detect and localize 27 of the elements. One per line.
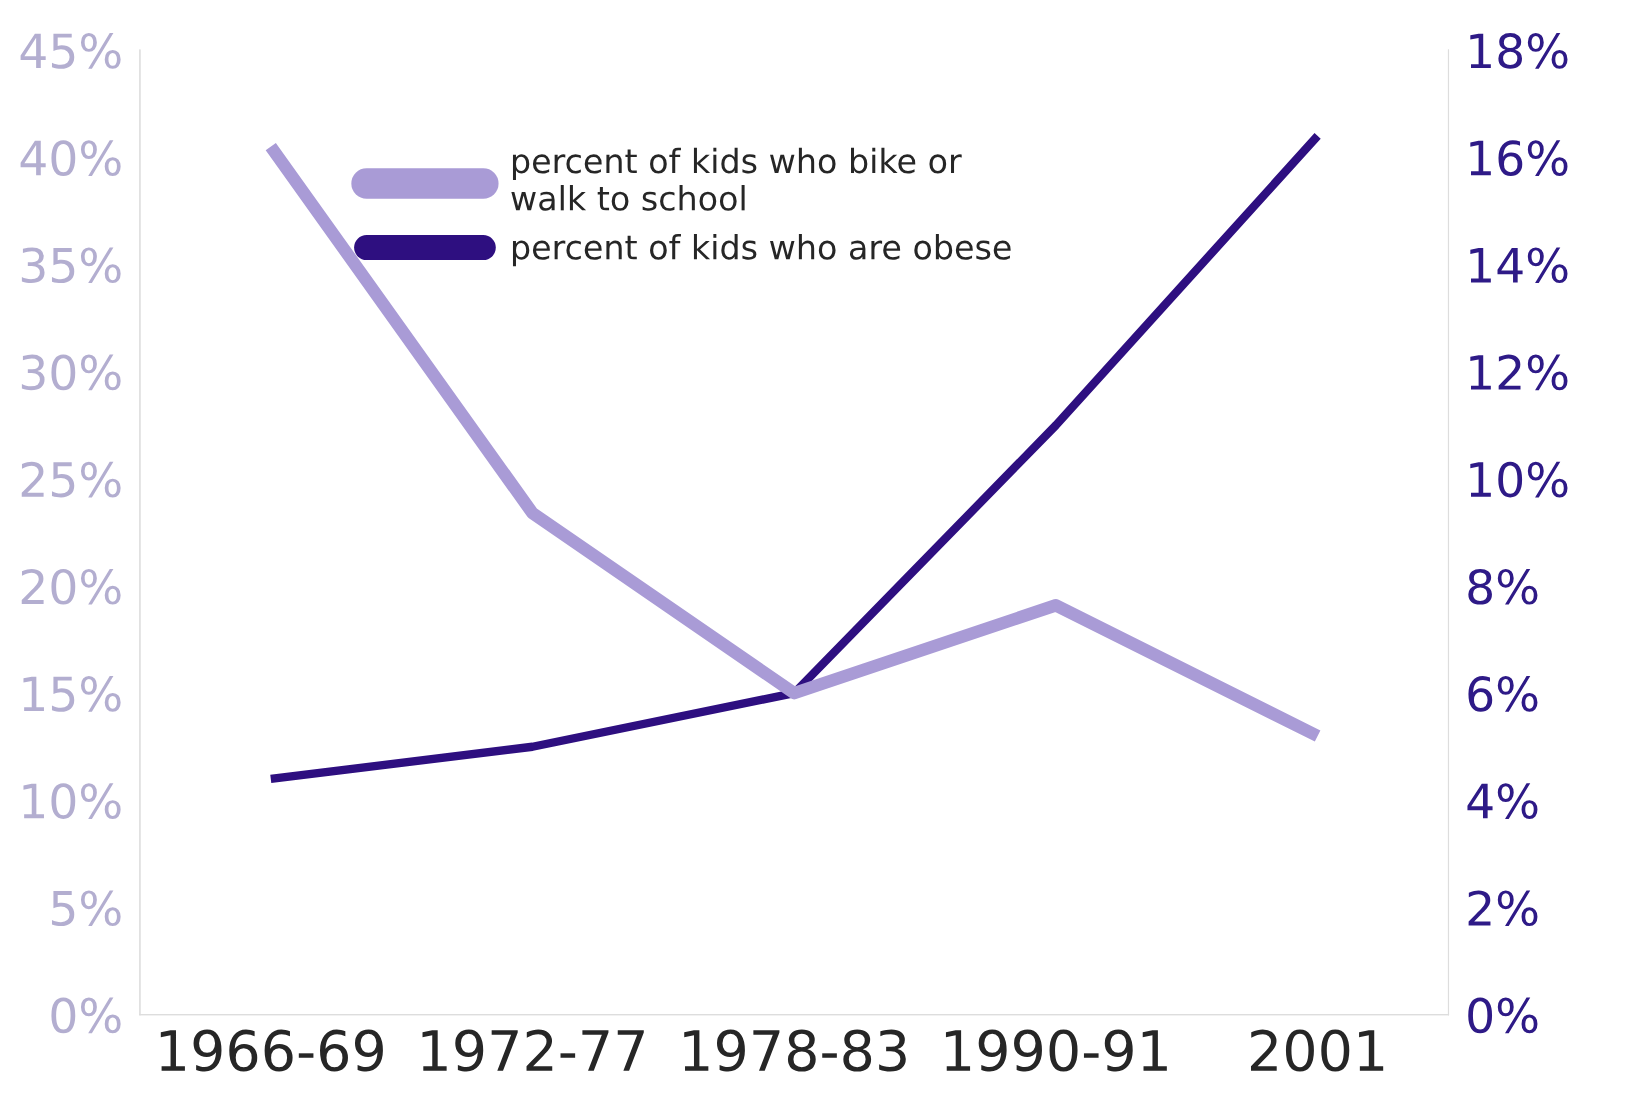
y-tick-label: 25% — [21, 461, 121, 498]
y2-tick-label: 14% — [1470, 247, 1568, 284]
x-tick-label: 2001 — [1251, 1029, 1384, 1072]
y-tick-label: 10% — [23, 783, 121, 819]
y-tick-label: 30% — [21, 354, 121, 391]
y2-tick-label: 18% — [1470, 33, 1568, 69]
x-tick-label: 1966-69 — [160, 1029, 383, 1072]
y-tick-label: 15% — [23, 676, 121, 712]
y2-tick-label: 12% — [1470, 354, 1568, 391]
y2-tick-label: 4% — [1467, 783, 1538, 819]
y-tick-label: 20% — [21, 568, 121, 605]
x-tick-label: 1978-83 — [684, 1029, 906, 1072]
x-tick-label: 1990-91 — [945, 1029, 1167, 1072]
y2-tick-label: 8% — [1468, 568, 1538, 605]
y2-tick-label: 0% — [1468, 997, 1538, 1034]
y2-tick-label: 6% — [1468, 676, 1538, 712]
y-tick-label: 45% — [20, 33, 121, 69]
y2-tick-label: 16% — [1470, 140, 1568, 176]
x-tick-label: 1972-77 — [422, 1029, 644, 1072]
y-tick-label: 0% — [51, 997, 121, 1034]
y-tick-label: 5% — [51, 890, 121, 927]
y-tick-label: 40% — [20, 140, 121, 176]
y2-tick-label: 2% — [1468, 890, 1538, 927]
y2-tick-label: 10% — [1470, 461, 1568, 498]
y-tick-label: 35% — [21, 247, 121, 284]
legend-label: percent of kids who are obese — [512, 233, 1011, 267]
legend-label: percent of kids who bike or walk to school — [511, 147, 962, 211]
